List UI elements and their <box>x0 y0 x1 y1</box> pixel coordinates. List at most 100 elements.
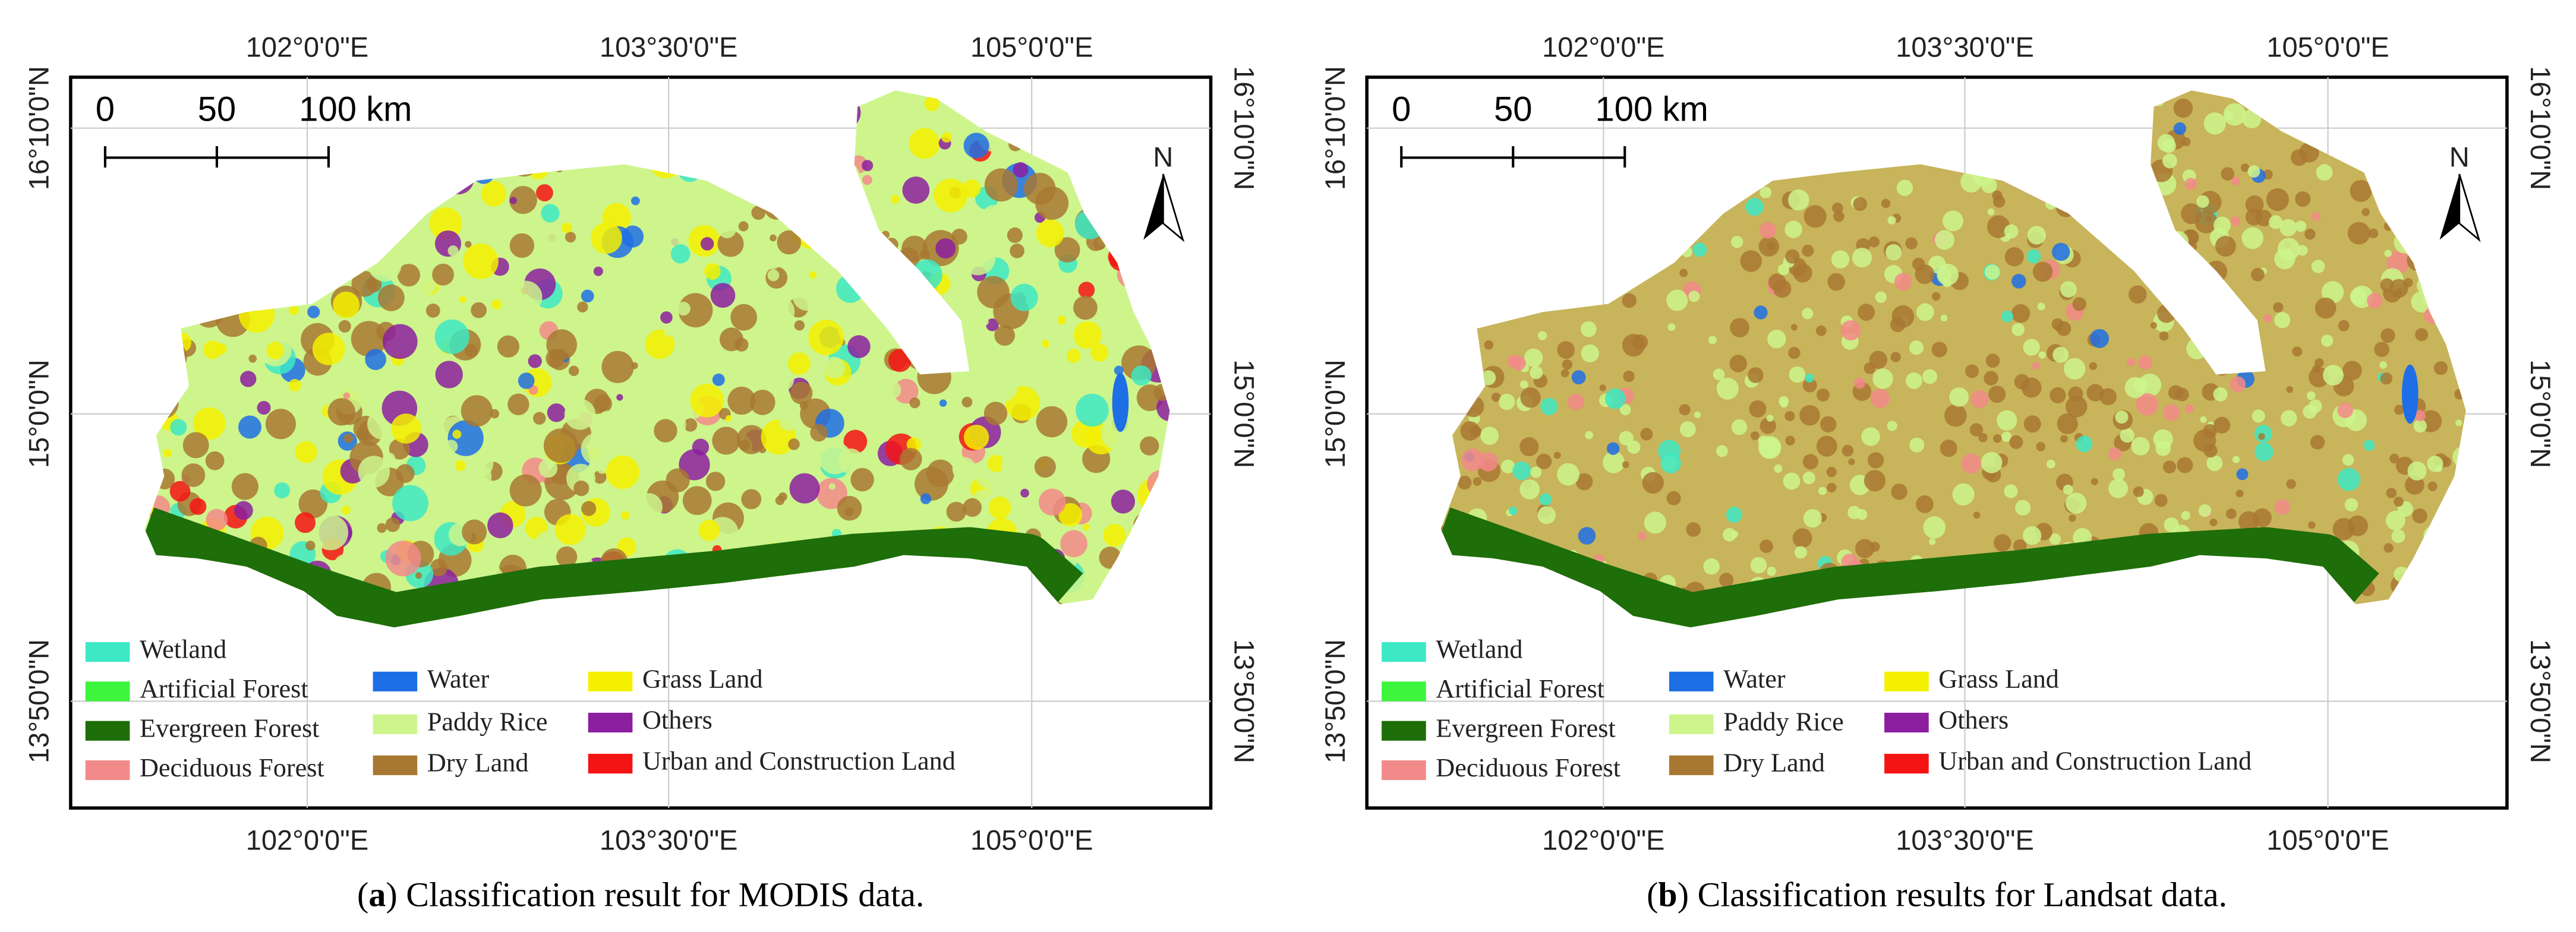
land-patch <box>597 464 607 474</box>
land-patch <box>2215 236 2236 257</box>
land-patch <box>2076 435 2093 453</box>
land-patch <box>2286 386 2293 393</box>
land-patch <box>977 276 1010 309</box>
land-patch <box>1473 477 1482 486</box>
land-patch <box>1090 343 1109 362</box>
land-patch <box>1875 291 1887 303</box>
land-patch <box>1802 454 1818 470</box>
land-patch <box>2159 331 2169 341</box>
land-patch <box>2213 216 2231 234</box>
land-patch <box>2036 442 2045 451</box>
longitude-label: 102°0'0"E <box>246 31 368 62</box>
land-patch <box>1667 323 1676 331</box>
land-patch <box>1872 368 1893 389</box>
land-patch <box>1777 264 1790 276</box>
land-patch <box>2205 215 2212 223</box>
land-patch <box>182 432 209 459</box>
land-patch <box>2026 249 2041 264</box>
land-patch <box>2090 328 2110 348</box>
land-patch <box>1713 368 1725 381</box>
land-patch <box>2403 278 2413 288</box>
land-patch <box>2015 500 2031 516</box>
land-patch <box>1788 189 1809 211</box>
land-patch <box>1970 390 1989 409</box>
land-patch <box>1622 461 1629 469</box>
land-patch <box>462 519 487 545</box>
legend-label: Dry Land <box>427 748 529 778</box>
land-patch <box>934 178 968 213</box>
land-patch <box>1788 346 1801 359</box>
land-patch <box>1992 434 2002 443</box>
land-patch <box>257 401 271 415</box>
land-patch <box>565 232 576 243</box>
land-patch <box>1004 430 1030 457</box>
latitude-label: 13°50'0"N <box>23 639 55 763</box>
land-patch <box>2323 365 2344 386</box>
legend-label: Wetland <box>1436 635 1522 664</box>
land-patch <box>1969 423 1984 437</box>
land-patch <box>2225 508 2237 519</box>
land-patch <box>1820 416 1837 433</box>
land-patch <box>1799 405 1820 426</box>
scale-label: 50 <box>1494 90 1533 128</box>
land-patch <box>1480 426 1499 445</box>
land-patch <box>1730 318 1749 337</box>
land-patch <box>1109 301 1120 312</box>
land-patch <box>547 403 566 422</box>
land-patch <box>377 285 405 311</box>
land-patch <box>1067 349 1081 363</box>
land-patch <box>593 470 607 484</box>
land-patch <box>2177 457 2193 473</box>
land-patch <box>893 378 919 404</box>
land-patch <box>430 558 448 577</box>
land-patch <box>839 392 853 406</box>
legend-label: Deciduous Forest <box>140 753 324 782</box>
land-patch <box>432 263 454 286</box>
land-patch <box>2240 163 2250 172</box>
land-patch <box>660 379 673 391</box>
land-patch <box>2230 216 2241 226</box>
land-patch <box>497 335 520 358</box>
land-patch <box>1726 507 1742 523</box>
land-patch <box>850 467 874 492</box>
land-patch <box>2136 393 2159 416</box>
legend-label: Paddy Rice <box>427 707 548 736</box>
longitude-label: 105°0'0"E <box>2266 31 2389 62</box>
land-patch <box>1832 203 1843 214</box>
land-patch <box>882 381 901 399</box>
land-patch <box>395 464 415 484</box>
land-patch <box>1803 205 1827 228</box>
land-patch <box>2380 372 2392 385</box>
land-patch <box>1035 187 1069 220</box>
land-patch <box>1101 415 1136 450</box>
land-patch <box>385 517 401 532</box>
legend-label: Dry Land <box>1723 748 1825 778</box>
land-patch <box>1890 317 1906 333</box>
land-patch <box>1010 244 1024 258</box>
land-patch <box>2052 242 2070 261</box>
land-patch <box>808 320 844 356</box>
land-patch <box>1638 532 1647 541</box>
land-patch <box>452 429 462 439</box>
land-patch <box>1909 437 1925 453</box>
land-patch <box>1802 471 1815 485</box>
land-patch <box>2203 444 2218 458</box>
land-patch <box>1985 264 2000 280</box>
land-patch <box>1078 282 1095 299</box>
land-patch <box>1931 292 1941 301</box>
land-patch <box>248 354 257 363</box>
caption-part: ( <box>357 876 368 914</box>
land-patch <box>719 327 743 352</box>
land-patch <box>1935 230 1955 250</box>
land-patch <box>274 482 291 498</box>
land-patch <box>1679 268 1688 277</box>
land-patch <box>727 386 756 415</box>
land-patch <box>429 207 462 240</box>
land-patch <box>712 426 740 455</box>
land-patch <box>1855 539 1875 558</box>
land-patch <box>2415 328 2429 342</box>
land-patch <box>382 324 418 359</box>
land-patch <box>1520 387 1541 408</box>
land-patch <box>1987 208 1995 216</box>
land-patch <box>434 319 469 354</box>
